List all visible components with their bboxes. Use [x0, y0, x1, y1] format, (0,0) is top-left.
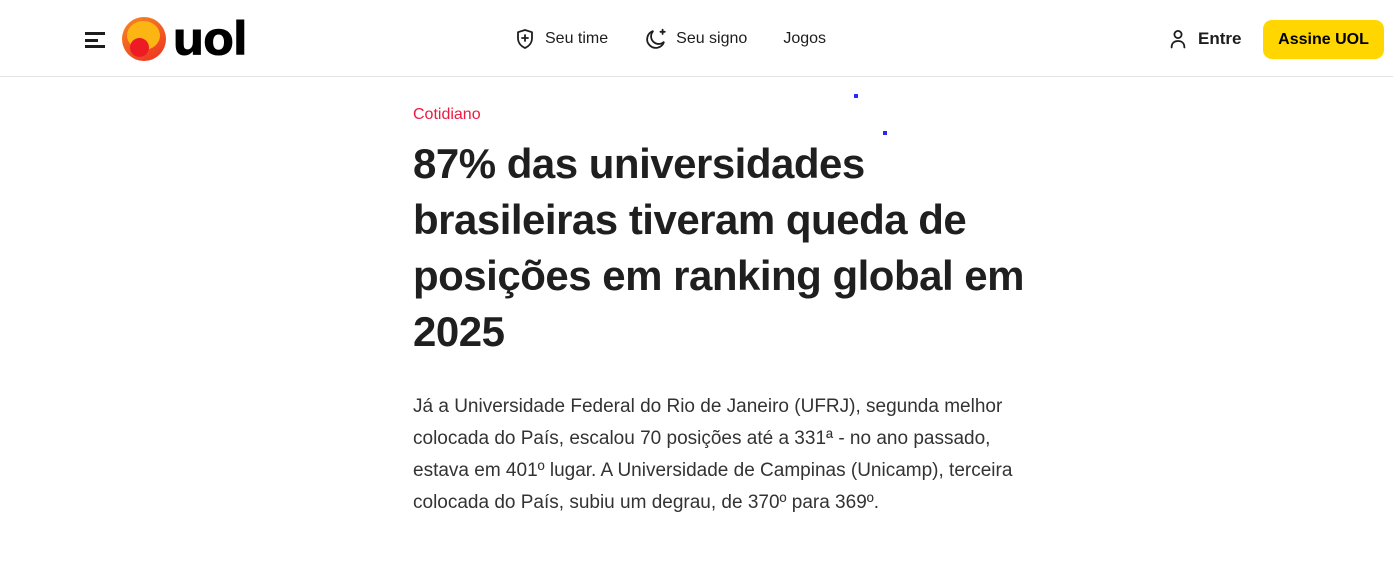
uol-logo[interactable]: uol [122, 12, 248, 66]
subscribe-button[interactable]: Assine UOL [1263, 20, 1384, 59]
moon-sparkle-icon [646, 28, 666, 49]
nav-item-seu-signo[interactable]: Seu signo [644, 27, 747, 51]
person-icon [1170, 29, 1186, 48]
nav-item-label: Seu signo [676, 29, 748, 47]
article: Cotidiano 87% das universidades brasilei… [0, 77, 1393, 519]
login-label: Entre [1198, 28, 1242, 48]
nav-item-label: Jogos [783, 29, 827, 47]
nav-item-label: Seu time [545, 29, 609, 47]
uol-logo-icon [122, 17, 166, 61]
main-nav: Seu time Seu signo Jogos [513, 0, 826, 77]
main-content: Cotidiano 87% das universidades brasilei… [0, 77, 1393, 519]
article-title: 87% das universidades brasileiras tivera… [413, 140, 1025, 355]
nav-item-seu-time[interactable]: Seu time [513, 27, 608, 51]
blue-dot-artifact [883, 131, 887, 135]
category-link[interactable]: Cotidiano [413, 106, 481, 123]
uol-logo-text: uol [172, 12, 248, 66]
login-link[interactable]: Entre [1166, 0, 1241, 77]
blue-dot-artifact [854, 94, 858, 98]
menu-button[interactable] [85, 31, 107, 49]
hamburger-icon [85, 32, 105, 48]
shield-plus-icon [517, 28, 533, 49]
nav-item-jogos[interactable]: Jogos [783, 30, 826, 48]
article-body: Já a Universidade Federal do Rio de Jane… [413, 396, 1013, 513]
header: uol Seu time Seu signo Jogos [0, 0, 1393, 77]
